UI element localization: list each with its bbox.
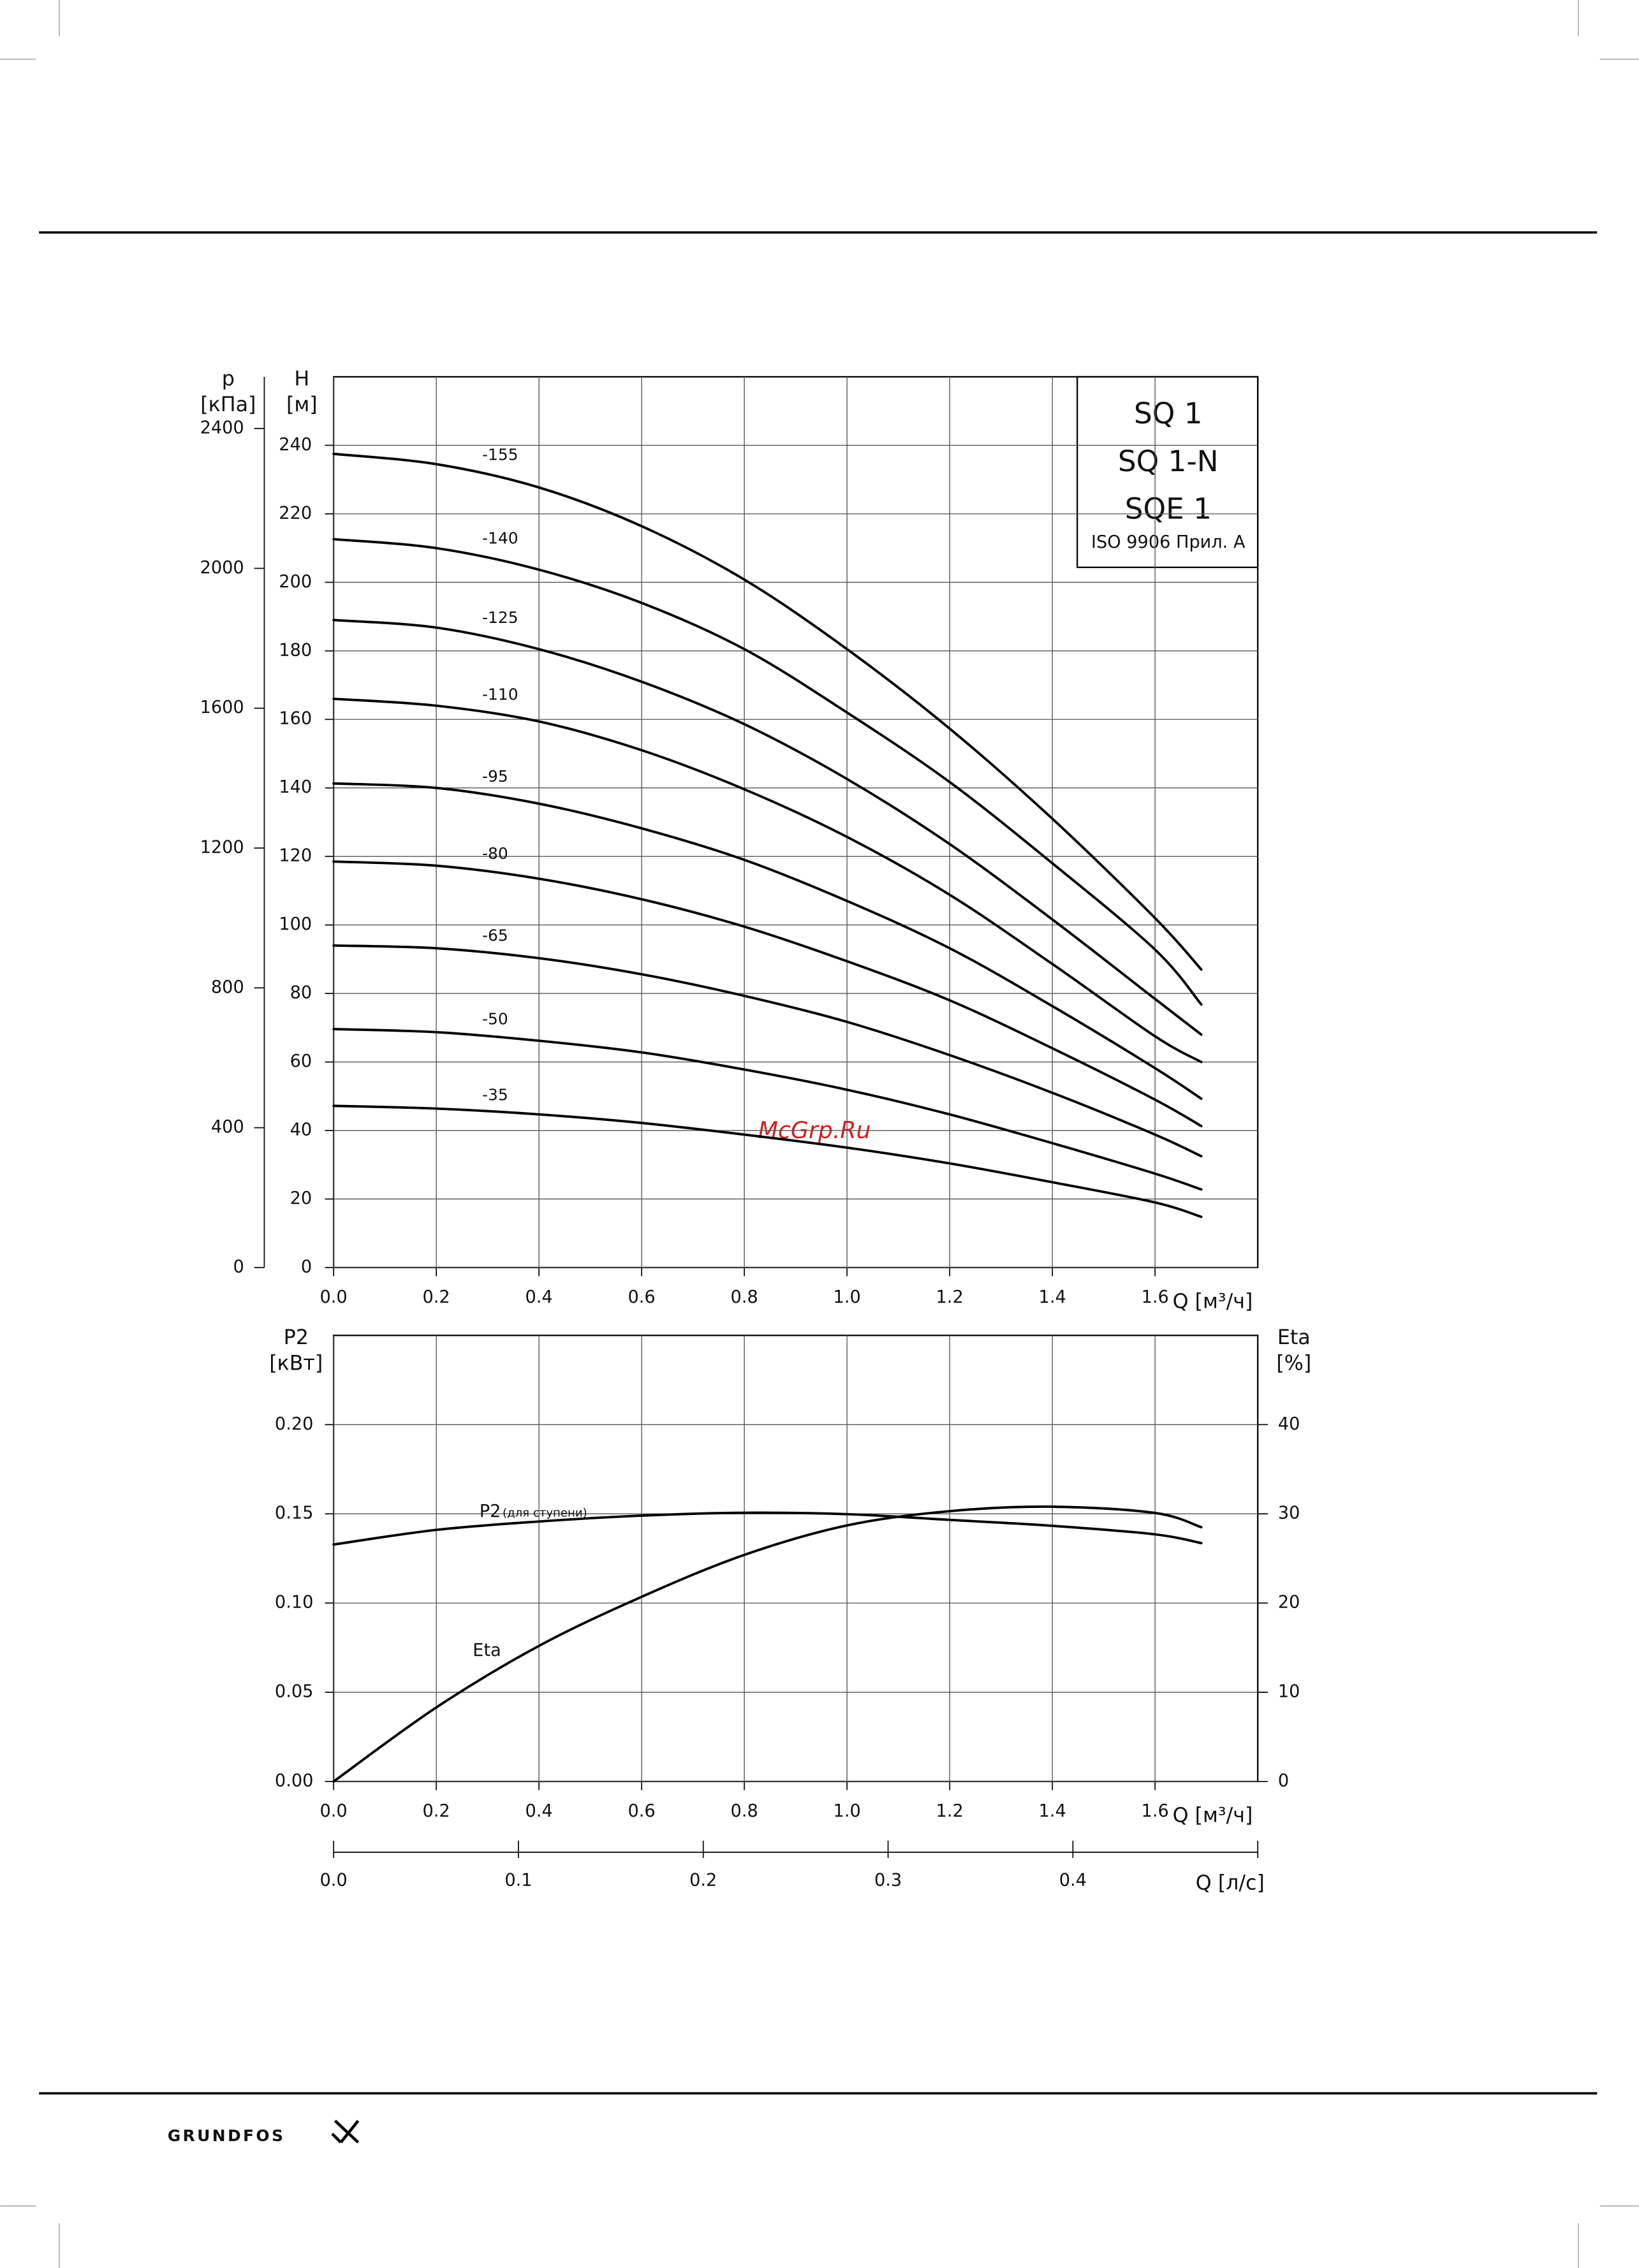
y2-tick-label: 10 bbox=[1278, 1682, 1300, 1702]
y2-tick-label: 40 bbox=[1278, 1414, 1300, 1434]
series-label: -110 bbox=[482, 685, 518, 703]
y-tick-label: 100 bbox=[279, 914, 312, 934]
x-tick-label: 0.4 bbox=[526, 1801, 553, 1821]
x2-tick-label: 0.4 bbox=[1059, 1871, 1087, 1891]
series-label: P2 bbox=[480, 1502, 501, 1521]
curve bbox=[332, 618, 1203, 1036]
y2-tick-label: 400 bbox=[211, 1117, 244, 1137]
y2-tick-label: 0 bbox=[233, 1257, 244, 1277]
series-note: (для ступени) bbox=[503, 1507, 587, 1520]
curve bbox=[332, 1028, 1203, 1191]
series-label: -80 bbox=[482, 844, 508, 863]
y2-tick-label: 800 bbox=[211, 977, 244, 997]
y-tick-label: 200 bbox=[279, 572, 312, 592]
y-axis-title: [кВт] bbox=[269, 1352, 323, 1375]
x-tick-label: 0.4 bbox=[526, 1287, 553, 1307]
x-tick-label: 1.4 bbox=[1039, 1801, 1066, 1821]
series-label: -140 bbox=[482, 529, 518, 547]
y-tick-label: 0.20 bbox=[275, 1414, 313, 1434]
y-tick-label: 240 bbox=[279, 435, 312, 455]
standard-note: ISO 9906 Прил. A bbox=[1091, 532, 1246, 552]
logo-icon bbox=[331, 2119, 360, 2144]
y2-tick-label: 30 bbox=[1278, 1503, 1300, 1523]
y2-axis-title: Eta bbox=[1277, 1326, 1311, 1349]
series-label: -65 bbox=[482, 926, 508, 944]
x-tick-label: 0.0 bbox=[320, 1287, 348, 1307]
y-tick-label: 60 bbox=[290, 1051, 312, 1071]
y2-axis-title: [кПа] bbox=[200, 393, 256, 416]
y-tick-label: 0.10 bbox=[275, 1593, 313, 1613]
y-tick-label: 220 bbox=[279, 503, 312, 523]
y-tick-label: 0.15 bbox=[275, 1503, 313, 1523]
y-axis-title: P2 bbox=[284, 1326, 309, 1349]
y-axis-title: H bbox=[294, 367, 309, 390]
x-tick-label: 1.6 bbox=[1142, 1287, 1169, 1307]
y-tick-label: 0.00 bbox=[275, 1771, 313, 1790]
series-label: -35 bbox=[482, 1085, 508, 1104]
y2-tick-label: 1200 bbox=[200, 838, 244, 858]
curve bbox=[332, 698, 1203, 1064]
curve bbox=[332, 1505, 1203, 1783]
x-tick-label: 0.8 bbox=[731, 1801, 758, 1821]
series-label: -50 bbox=[482, 1010, 508, 1028]
x-tick-label: 1.2 bbox=[936, 1801, 964, 1821]
y2-tick-label: 0 bbox=[1278, 1771, 1289, 1790]
series-label: -125 bbox=[482, 608, 518, 627]
y-tick-label: 140 bbox=[279, 777, 312, 797]
x2-tick-label: 0.1 bbox=[504, 1871, 532, 1891]
y-tick-label: 80 bbox=[290, 983, 312, 1003]
y-tick-label: 120 bbox=[279, 846, 312, 866]
x2-tick-label: 0.0 bbox=[320, 1871, 348, 1891]
model-name: SQ 1 bbox=[1134, 397, 1203, 430]
y-axis-title: [м] bbox=[286, 393, 318, 416]
y2-tick-label: 1600 bbox=[200, 698, 244, 717]
x2-tick-label: 0.2 bbox=[689, 1871, 717, 1891]
x-tick-label: 1.0 bbox=[834, 1287, 861, 1307]
x-tick-label: 0.2 bbox=[423, 1801, 450, 1821]
curve bbox=[332, 944, 1203, 1158]
y2-tick-label: 2000 bbox=[200, 558, 244, 578]
y-tick-label: 0 bbox=[301, 1257, 312, 1277]
curve bbox=[332, 538, 1203, 1006]
y-tick-label: 20 bbox=[290, 1189, 312, 1208]
y-tick-label: 160 bbox=[279, 709, 312, 729]
x-tick-label: 1.6 bbox=[1142, 1801, 1169, 1821]
x-tick-label: 1.2 bbox=[936, 1287, 964, 1307]
x-tick-label: 1.4 bbox=[1039, 1287, 1066, 1307]
x-tick-label: 0.6 bbox=[628, 1801, 656, 1821]
model-name: SQ 1-N bbox=[1118, 444, 1219, 478]
series-label: Eta bbox=[473, 1641, 501, 1660]
x2-axis-title: Q [л/с] bbox=[1196, 1872, 1265, 1895]
y-tick-label: 180 bbox=[279, 640, 312, 660]
y2-axis-title: p bbox=[222, 367, 235, 390]
y-tick-label: 0.05 bbox=[275, 1682, 313, 1702]
x-tick-label: 1.0 bbox=[834, 1801, 861, 1821]
curve bbox=[332, 860, 1203, 1127]
model-name: SQE 1 bbox=[1125, 492, 1212, 526]
x-tick-label: 0.6 bbox=[628, 1287, 656, 1307]
y2-tick-label: 2400 bbox=[200, 418, 244, 438]
x-tick-label: 0.2 bbox=[423, 1287, 450, 1307]
series-label: -155 bbox=[482, 445, 518, 464]
x-tick-label: 0.8 bbox=[731, 1287, 758, 1307]
curve bbox=[332, 1104, 1203, 1218]
y2-axis-title: [%] bbox=[1276, 1352, 1311, 1375]
x-axis-title: Q [м³/ч] bbox=[1173, 1804, 1253, 1827]
x2-tick-label: 0.3 bbox=[874, 1871, 902, 1891]
curve bbox=[332, 782, 1203, 1100]
y2-tick-label: 20 bbox=[1278, 1593, 1300, 1613]
curve bbox=[332, 1511, 1203, 1546]
x-tick-label: 0.0 bbox=[320, 1801, 348, 1821]
curve bbox=[332, 452, 1203, 971]
logo-text: GRUNDFOS bbox=[168, 2126, 286, 2145]
x-axis-title: Q [м³/ч] bbox=[1173, 1290, 1253, 1313]
series-label: -95 bbox=[482, 767, 508, 786]
y-tick-label: 40 bbox=[290, 1120, 312, 1140]
info-box bbox=[1077, 376, 1259, 568]
